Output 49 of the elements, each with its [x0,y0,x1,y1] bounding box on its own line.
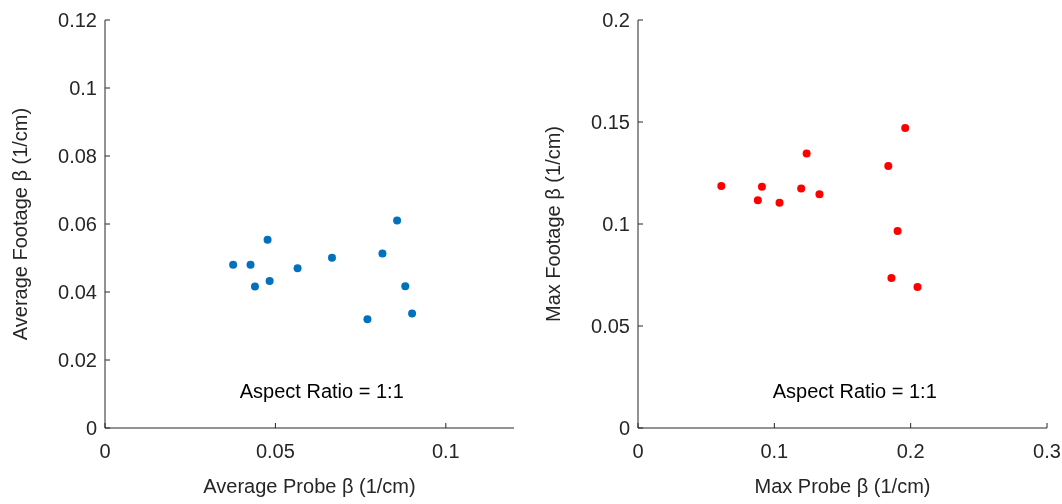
annotation: Aspect Ratio = 1:1 [772,380,937,402]
y-axis-title: Average Footage β (1/cm) [9,107,31,341]
y-axis-title: Max Footage β (1/cm) [542,125,564,323]
point [884,162,893,171]
point [293,264,302,273]
point [887,274,896,283]
y-tick-label: 0.2 [602,9,630,31]
x-tick-label: 0.05 [255,440,295,462]
point [757,182,766,191]
point [901,123,910,132]
point [229,260,238,269]
point [802,149,811,158]
point [913,283,922,292]
y-tick-label: 0 [618,417,630,439]
x-tick-label: 0.3 [1033,440,1061,462]
x-tick-label: 0.1 [431,440,460,462]
point [753,196,762,205]
x-tick-label: 0.1 [760,440,789,462]
point [815,190,824,199]
point [250,282,259,291]
y-tick-label: 0.15 [591,111,630,133]
point [328,253,336,262]
point [246,260,255,269]
y-tick-label: 0.1 [602,213,630,235]
y-tick-label: 0.05 [591,315,630,337]
point [401,282,410,291]
point [717,182,726,191]
x-axis-title: Average Probe β (1/cm) [203,475,416,497]
point [408,309,417,318]
point [393,216,402,225]
y-tick-label: 0.02 [58,349,97,371]
x-tick-label: 0 [99,440,111,462]
x-tick-label: 0.2 [896,440,925,462]
x-axis-title: Max Probe β (1/cm) [754,475,931,497]
y-tick-label: 0.08 [58,145,97,167]
point [363,315,372,324]
point [263,235,272,244]
y-tick-label: 0.06 [58,213,97,235]
x-tick-label: 0 [632,440,644,462]
y-tick-label: 0.04 [58,281,97,303]
point [378,249,387,258]
point [265,277,274,286]
y-tick-label: 0.1 [69,77,97,99]
annotation: Aspect Ratio = 1:1 [239,380,404,402]
y-tick-label: 0 [85,417,97,439]
point [797,184,806,193]
point [775,198,784,207]
y-tick-label: 0.12 [58,9,97,31]
point [893,226,902,235]
